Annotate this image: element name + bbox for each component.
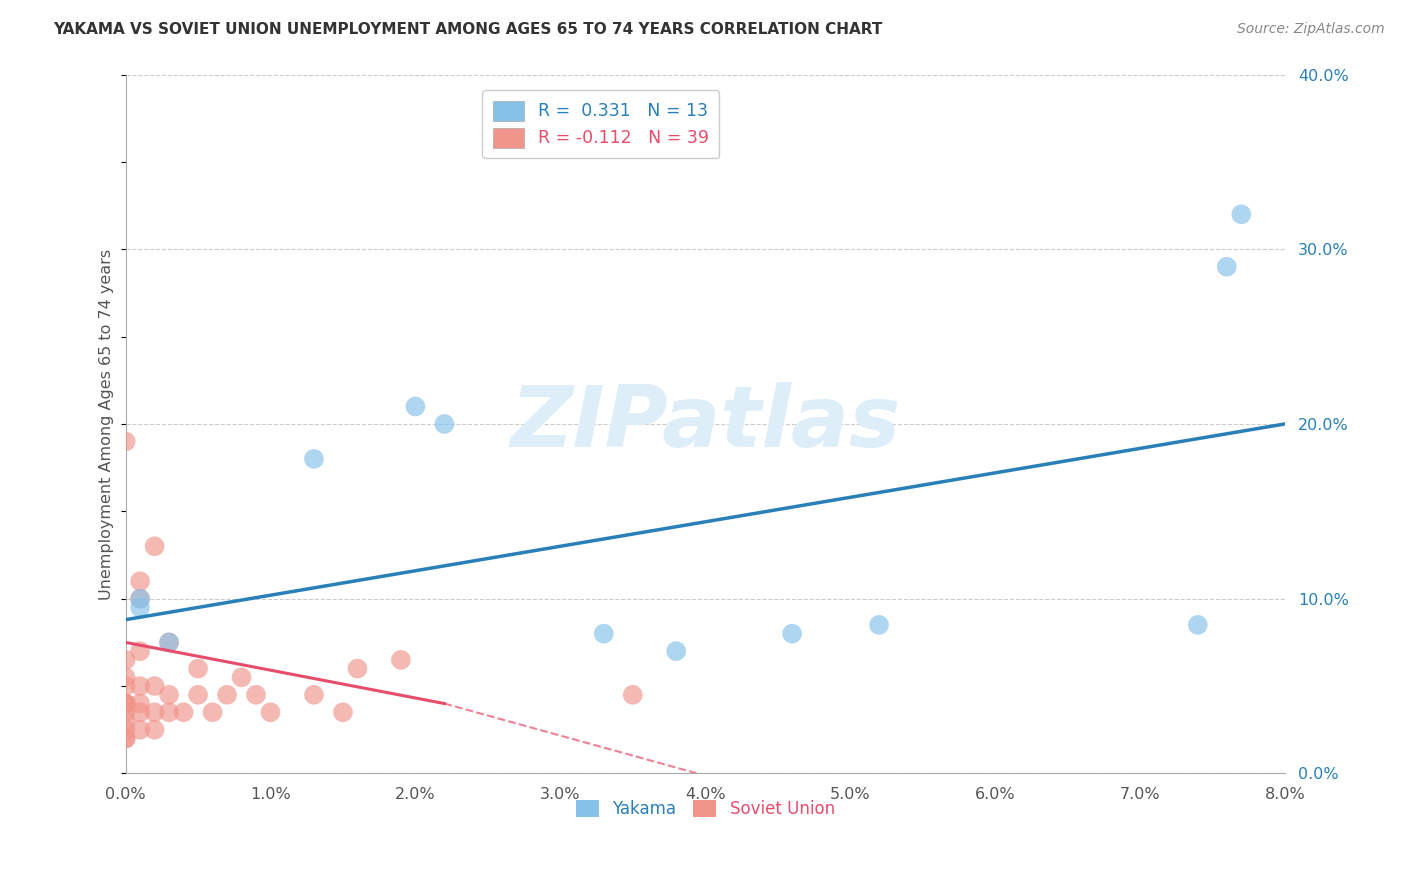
Text: ZIPatlas: ZIPatlas — [510, 383, 900, 466]
Point — [157, 635, 180, 649]
Point — [114, 434, 136, 449]
Point — [114, 706, 136, 720]
Point — [129, 600, 152, 615]
Point — [302, 688, 325, 702]
Point — [114, 714, 136, 728]
Point — [245, 688, 267, 702]
Y-axis label: Unemployment Among Ages 65 to 74 years: Unemployment Among Ages 65 to 74 years — [100, 248, 114, 599]
Point — [780, 626, 803, 640]
Point — [173, 706, 195, 720]
Point — [114, 697, 136, 711]
Point — [114, 653, 136, 667]
Point — [259, 706, 281, 720]
Point — [621, 688, 644, 702]
Point — [114, 670, 136, 684]
Point — [1216, 260, 1239, 274]
Text: YAKAMA VS SOVIET UNION UNEMPLOYMENT AMONG AGES 65 TO 74 YEARS CORRELATION CHART: YAKAMA VS SOVIET UNION UNEMPLOYMENT AMON… — [53, 22, 883, 37]
Point — [157, 706, 180, 720]
Point — [114, 679, 136, 693]
Point — [114, 731, 136, 746]
Point — [201, 706, 224, 720]
Point — [114, 723, 136, 737]
Point — [114, 697, 136, 711]
Point — [215, 688, 238, 702]
Point — [129, 591, 152, 606]
Point — [129, 644, 152, 658]
Point — [665, 644, 688, 658]
Point — [114, 731, 136, 746]
Point — [129, 591, 152, 606]
Point — [143, 723, 166, 737]
Point — [404, 400, 426, 414]
Point — [592, 626, 614, 640]
Point — [129, 697, 152, 711]
Point — [433, 417, 456, 431]
Point — [114, 697, 136, 711]
Point — [187, 662, 209, 676]
Point — [143, 679, 166, 693]
Point — [389, 653, 412, 667]
Point — [346, 662, 368, 676]
Point — [332, 706, 354, 720]
Point — [129, 679, 152, 693]
Point — [1230, 207, 1253, 221]
Point — [1187, 618, 1209, 632]
Point — [143, 706, 166, 720]
Legend: Yakama, Soviet Union: Yakama, Soviet Union — [569, 793, 841, 824]
Point — [302, 451, 325, 466]
Text: Source: ZipAtlas.com: Source: ZipAtlas.com — [1237, 22, 1385, 37]
Point — [231, 670, 253, 684]
Point — [187, 688, 209, 702]
Point — [129, 706, 152, 720]
Point — [157, 688, 180, 702]
Point — [129, 574, 152, 589]
Point — [143, 539, 166, 553]
Point — [129, 723, 152, 737]
Point — [157, 635, 180, 649]
Point — [868, 618, 890, 632]
